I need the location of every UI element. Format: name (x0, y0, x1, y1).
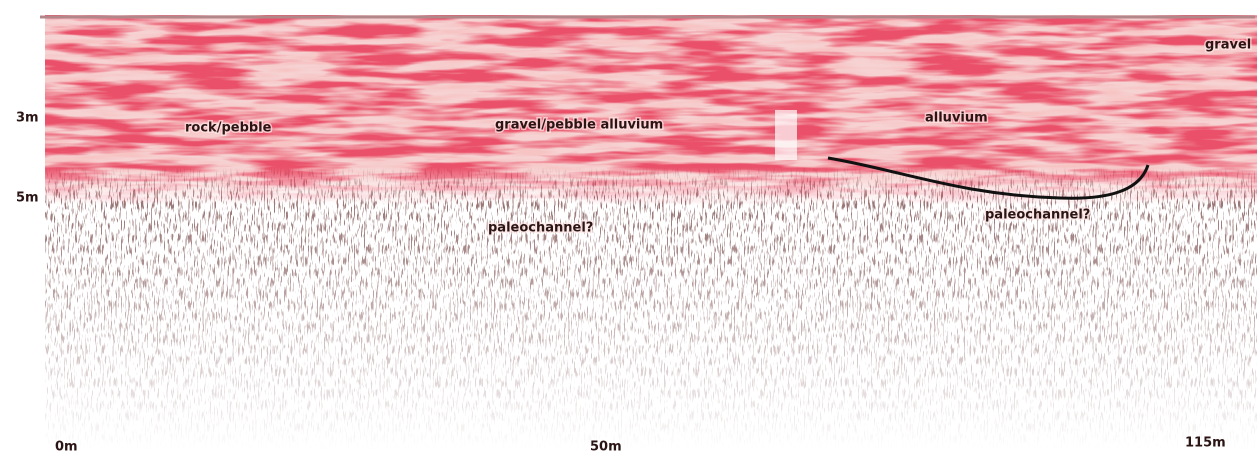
annotation: alluvium (925, 111, 988, 126)
annotation: paleochannel? (985, 208, 1090, 223)
depth-label: 3m (16, 111, 39, 126)
depth-label: 5m (16, 191, 39, 206)
page: 3m 5m 0m 50m 115m rock/pebble gravel/peb… (0, 0, 1259, 456)
distance-label: 50m (590, 440, 622, 455)
distance-label: 115m (1185, 436, 1226, 451)
annotation: rock/pebble (185, 121, 272, 136)
shallow-signal (45, 15, 1257, 205)
radargram: 3m 5m 0m 50m 115m rock/pebble gravel/peb… (0, 0, 1259, 456)
distance-label: 0m (55, 440, 78, 455)
annotation: gravel (1205, 38, 1251, 53)
annotation: gravel/pebble alluvium (495, 118, 663, 133)
gap (775, 110, 797, 160)
annotation: paleochannel? (488, 221, 593, 236)
